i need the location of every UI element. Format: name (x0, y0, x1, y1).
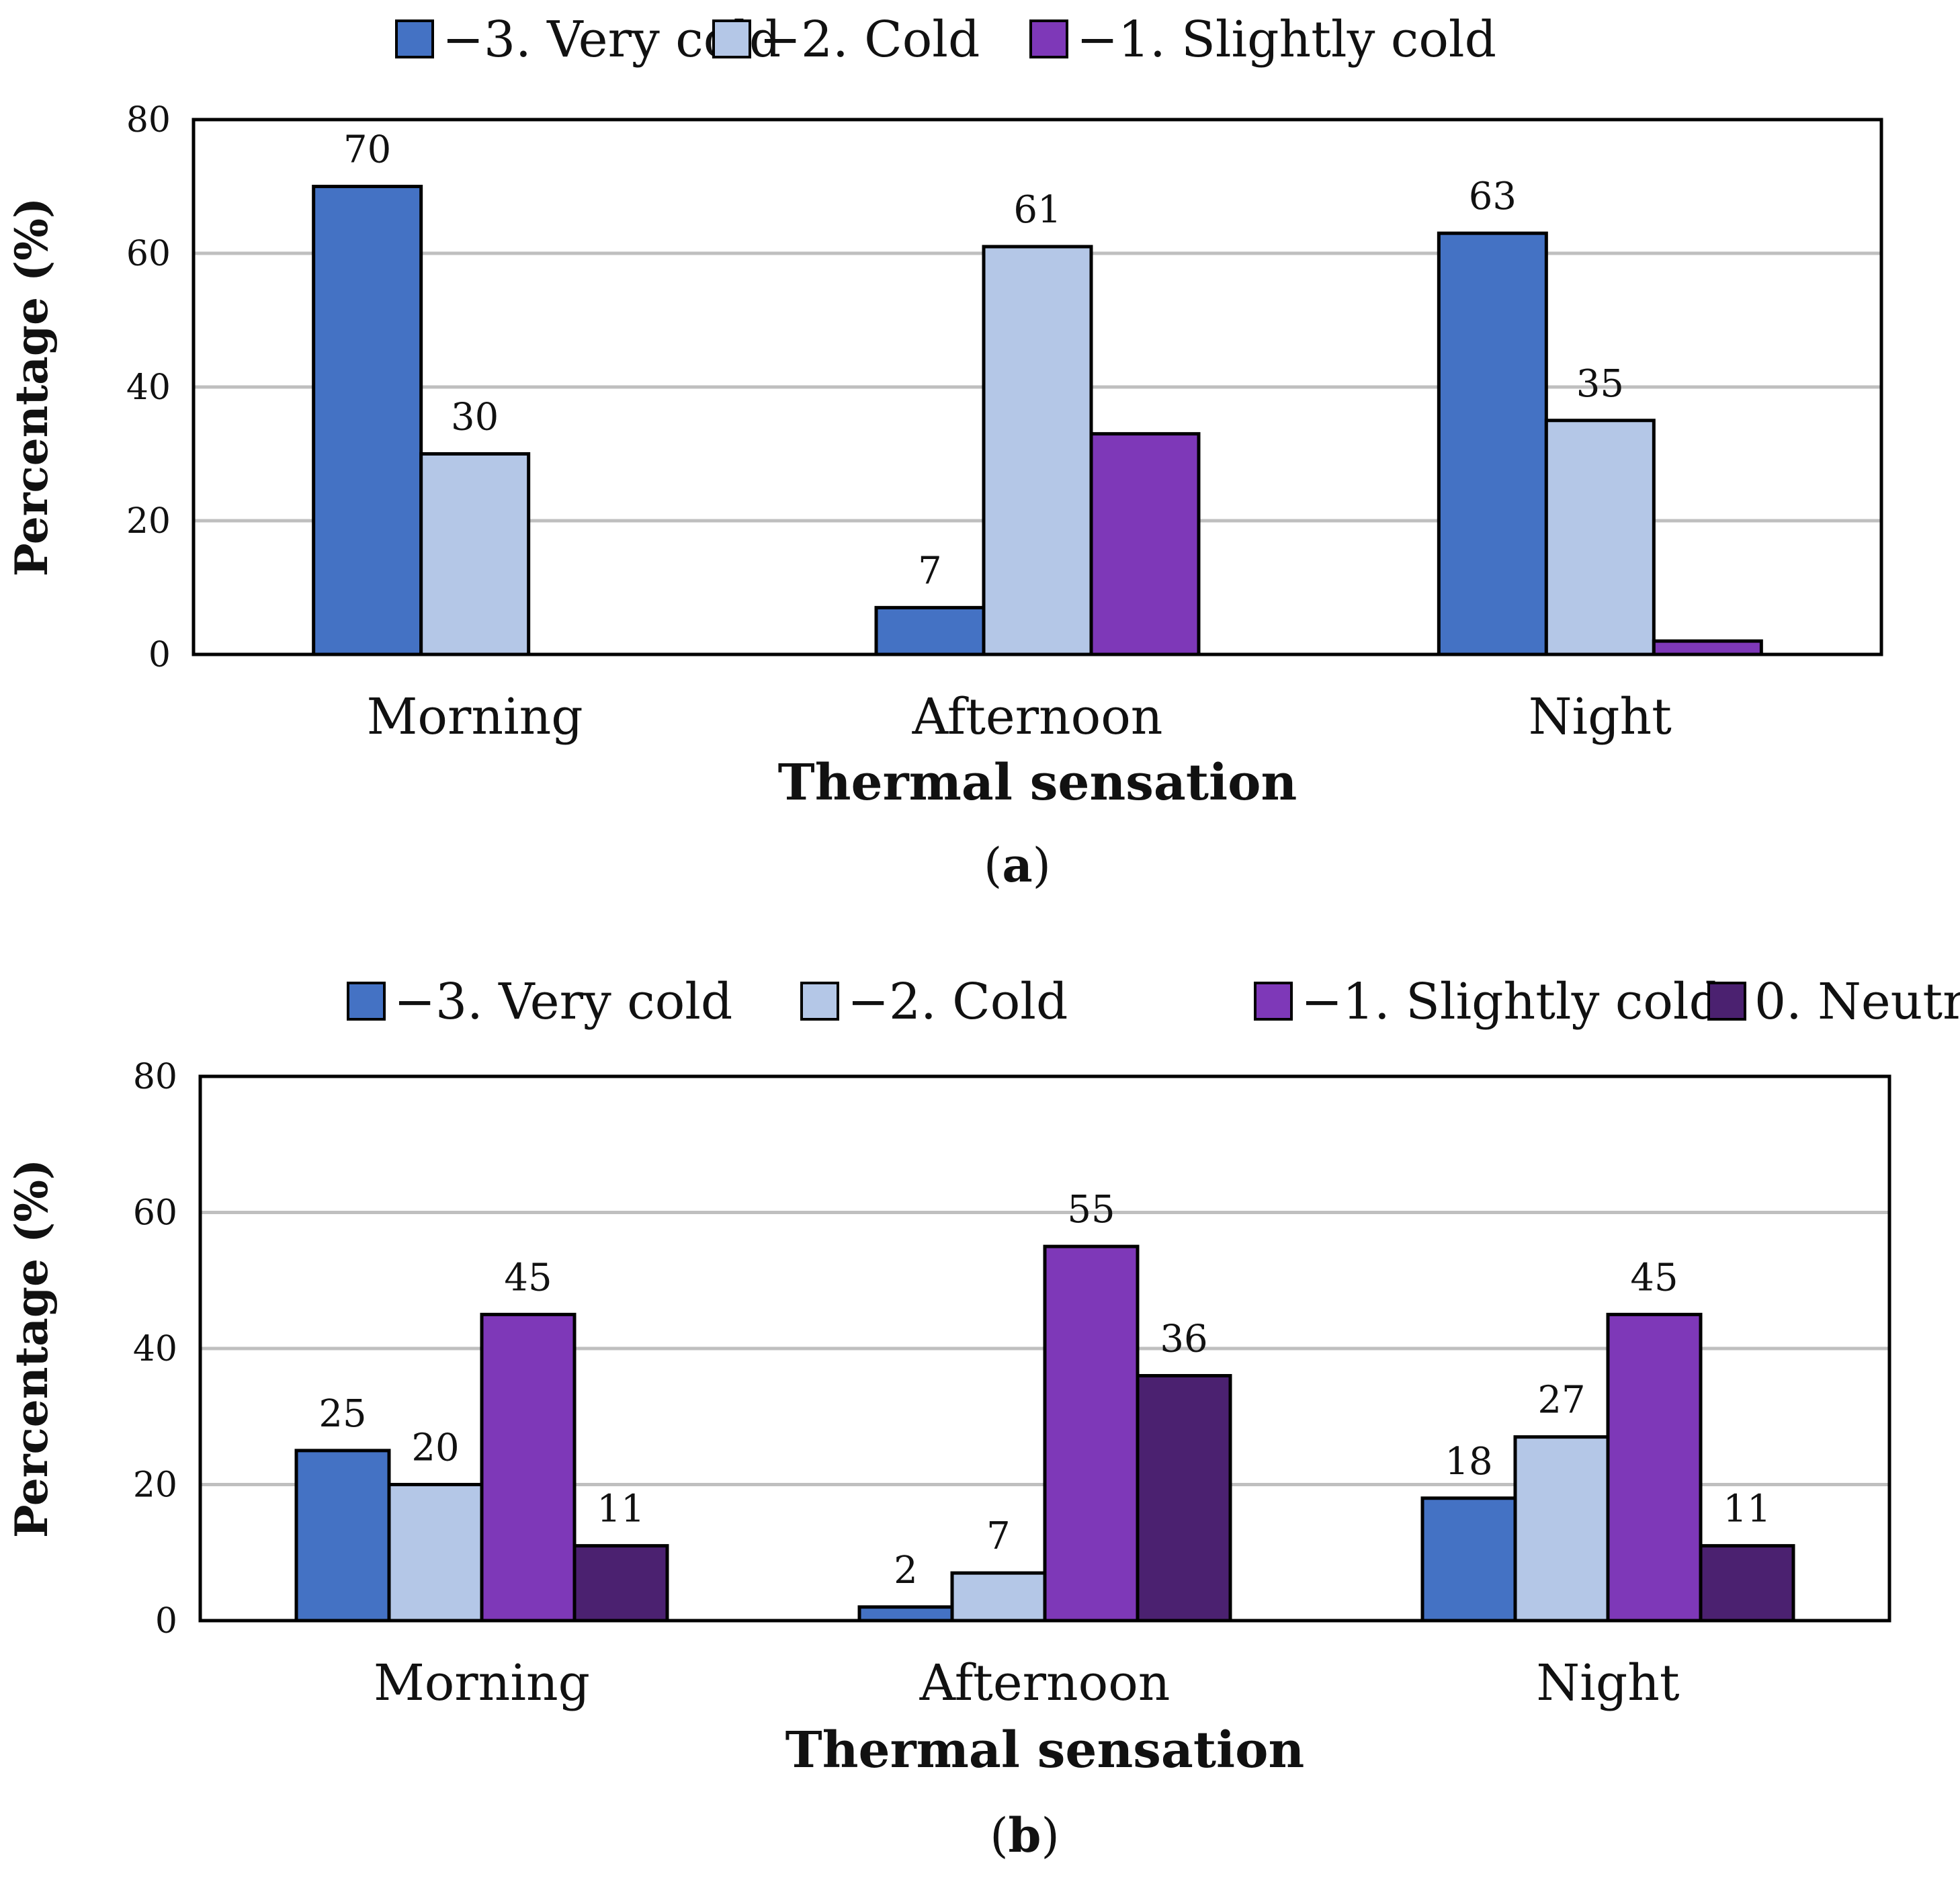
bar-a-afternoon-1-slightly-cold (1089, 432, 1201, 656)
bars-a (312, 185, 1763, 656)
legend-a: −3. Very cold−2. Cold −1. Slightly cold (395, 11, 1496, 69)
data-label-a-morning-2-cold: 30 (451, 396, 499, 439)
legend-swatch-b-0-neutral (1707, 982, 1746, 1021)
legend-label-b-0-neutral: 0. Neutral (1754, 973, 1960, 1031)
panel-label-a-letter: a (1002, 837, 1032, 893)
data-label-b-night-1-slightly-cold: 45 (1630, 1256, 1678, 1299)
bar-b-afternoon-2-cold (950, 1571, 1047, 1623)
y-tick-label-b-20: 20 (133, 1465, 177, 1506)
y-tick-label-b-80: 80 (133, 1057, 177, 1097)
bar-a-morning-2-cold (419, 452, 531, 656)
y-tick-label-a-20: 20 (126, 501, 171, 542)
legend-label-a-2-cold: −2. Cold (759, 11, 980, 69)
x-category-b-night: Night (1536, 1654, 1679, 1712)
y-tick-label-a-60: 60 (126, 234, 171, 274)
y-axis-label-b: Percentage (%) (5, 1159, 58, 1538)
bar-b-morning-2-cold (387, 1483, 484, 1623)
bar-b-afternoon-3-very-cold (857, 1605, 954, 1623)
data-label-a-night-3-very-cold: 63 (1469, 175, 1517, 218)
bar-b-afternoon-0-neutral (1136, 1374, 1232, 1623)
y-tick-label-b-40: 40 (133, 1329, 177, 1369)
bar-a-afternoon-2-cold (982, 245, 1093, 656)
legend-label-b-2-cold: −2. Cold (847, 973, 1068, 1031)
bar-b-night-2-cold (1513, 1435, 1610, 1623)
x-axis-label-a: Thermal sensation (778, 754, 1297, 812)
y-tick-label-b-0: 0 (155, 1601, 177, 1641)
legend-swatch-a-1-slightly-cold (1029, 19, 1068, 58)
bars-b (294, 1244, 1795, 1623)
plot-frame-b (198, 1074, 1891, 1623)
bar-a-night-2-cold (1544, 419, 1656, 656)
data-label-b-night-2-cold: 27 (1537, 1379, 1585, 1422)
legend-label-b-1-slightly-cold: −1. Slightly cold (1301, 973, 1721, 1031)
panel-label-b: (b) (990, 1807, 1060, 1863)
bar-b-morning-0-neutral (572, 1544, 669, 1623)
x-category-b-morning: Morning (374, 1654, 590, 1712)
x-axis-label-b: Thermal sensation (785, 1721, 1305, 1779)
bar-b-morning-1-slightly-cold (480, 1312, 577, 1623)
legend-swatch-b-3-very-cold (347, 982, 386, 1021)
bar-b-night-0-neutral (1699, 1544, 1795, 1623)
y-tick-label-a-80: 80 (126, 100, 171, 140)
data-label-b-morning-1-slightly-cold: 45 (504, 1256, 552, 1299)
legend-label-b-3-very-cold: −3. Very cold (394, 973, 732, 1031)
data-label-a-afternoon-2-cold: 61 (1013, 188, 1061, 232)
data-label-b-night-3-very-cold: 18 (1445, 1440, 1492, 1484)
data-label-b-afternoon-1-slightly-cold: 55 (1067, 1188, 1115, 1232)
bar-a-night-3-very-cold (1437, 231, 1548, 656)
data-label-b-morning-0-neutral: 11 (597, 1488, 644, 1531)
x-category-a-morning: Morning (367, 688, 583, 746)
chart-panel-b: −3. Very cold −2. Cold −1. Slightly cold 0.… (5, 973, 1960, 1863)
data-label-b-afternoon-0-neutral: 36 (1160, 1318, 1207, 1361)
y-ticks-b: 0 20 40 60 80 (133, 1057, 177, 1641)
data-label-b-morning-3-very-cold: 25 (318, 1392, 366, 1436)
legend-swatch-a-2-cold (712, 19, 751, 58)
bar-b-afternoon-1-slightly-cold (1043, 1244, 1140, 1623)
panel-label-b-letter: b (1009, 1807, 1041, 1863)
x-category-a-afternoon: Afternoon (912, 688, 1163, 746)
legend-label-a-1-slightly-cold: −1. Slightly cold (1076, 11, 1496, 69)
bar-b-morning-3-very-cold (294, 1449, 391, 1623)
data-label-b-afternoon-2-cold: 7 (986, 1514, 1011, 1558)
bar-a-night-1-slightly-cold (1652, 639, 1763, 656)
chart-panel-a: −3. Very cold−2. Cold −1. Slightly cold 0… (5, 11, 1883, 893)
x-categories-a: Morning Afternoon Night (367, 688, 1672, 746)
data-label-a-night-2-cold: 35 (1576, 362, 1624, 406)
y-tick-label-a-40: 40 (126, 368, 171, 408)
data-label-b-morning-2-cold: 20 (411, 1426, 459, 1470)
data-labels-a: 70 30 7 61 63 35 (343, 128, 1624, 593)
y-axis-label-a: Percentage (%) (5, 198, 58, 576)
x-category-b-afternoon: Afternoon (919, 1654, 1170, 1712)
bar-b-night-1-slightly-cold (1606, 1312, 1703, 1623)
y-ticks-a: 0 20 40 60 80 (126, 100, 171, 675)
legend-b: −3. Very cold −2. Cold −1. Slightly cold 0.… (347, 973, 1960, 1031)
bar-a-morning-3-very-cold (312, 185, 423, 656)
data-label-a-morning-3-very-cold: 70 (343, 128, 391, 172)
data-label-b-afternoon-3-very-cold: 2 (894, 1549, 918, 1592)
x-category-a-night: Night (1529, 688, 1672, 746)
bar-b-night-3-very-cold (1420, 1496, 1517, 1623)
panel-label-a: (a) (984, 837, 1051, 893)
data-label-b-night-0-neutral: 11 (1723, 1488, 1771, 1531)
data-label-a-afternoon-3-very-cold: 7 (918, 549, 942, 593)
y-tick-label-a-0: 0 (148, 635, 171, 675)
y-tick-label-b-60: 60 (133, 1193, 177, 1234)
bar-a-afternoon-3-very-cold (874, 605, 986, 656)
x-categories-b: Morning Afternoon Night (374, 1654, 1680, 1712)
legend-swatch-b-1-slightly-cold (1254, 982, 1293, 1021)
legend-swatch-a-3-very-cold (395, 19, 434, 58)
plot-frame-a (191, 118, 1883, 656)
legend-swatch-b-2-cold (800, 982, 839, 1021)
